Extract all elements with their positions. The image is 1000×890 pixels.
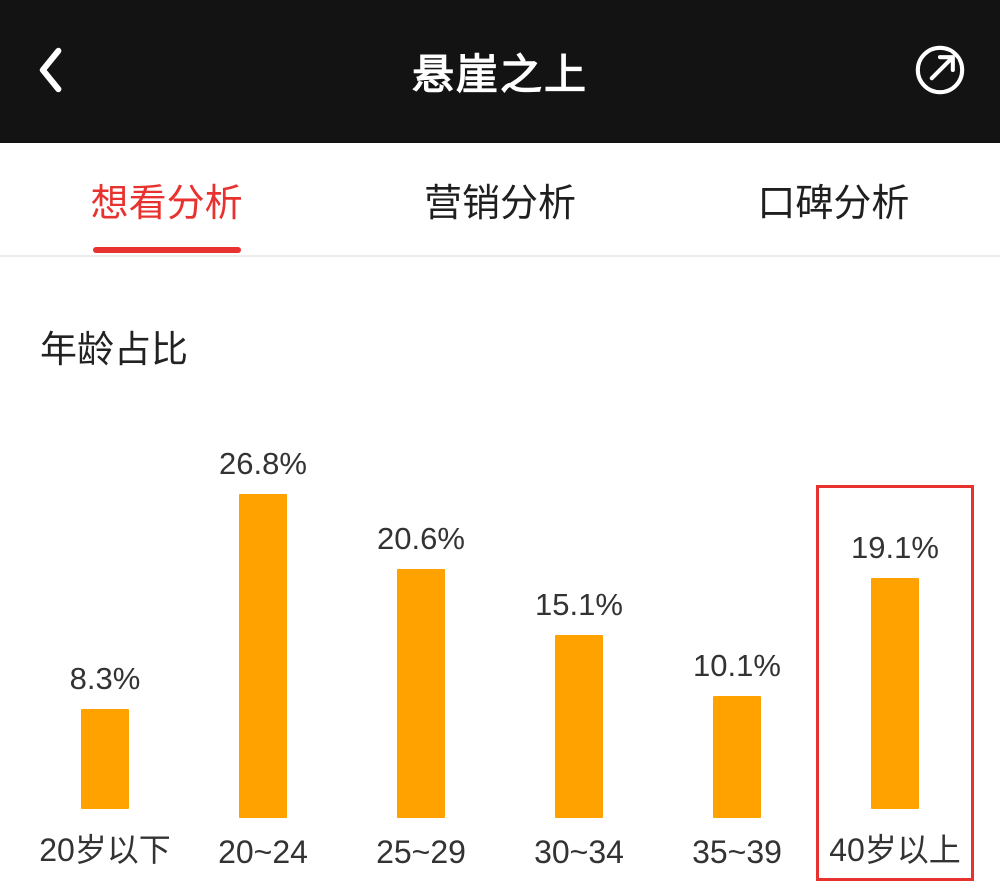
chevron-left-icon: [34, 46, 66, 97]
chart-column: 26.8% 20~24: [184, 439, 342, 871]
app-header: 悬崖之上: [0, 0, 1000, 143]
bar-category-label: 20岁以下: [39, 832, 171, 868]
bar: [81, 709, 129, 809]
tab-reputation-analysis[interactable]: 口碑分析: [757, 182, 910, 225]
chart-column: 15.1% 30~34: [500, 439, 658, 871]
bar-category-label: 20~24: [218, 834, 308, 870]
bar: [871, 578, 919, 809]
bar-value-label: 15.1%: [535, 587, 623, 622]
age-chart: 8.3% 20岁以下 26.8% 20~24 20.6% 25~29 15.1% 30~34 1…: [0, 439, 1000, 881]
tab-wish-analysis[interactable]: 想看分析: [0, 143, 333, 255]
bar-category-label: 35~39: [692, 834, 782, 870]
bar-category-label: 40岁以上: [829, 832, 961, 868]
section-title-age-ratio: 年龄占比: [40, 329, 188, 370]
bar-category-label: 30~34: [534, 834, 624, 870]
bar-value-label: 26.8%: [219, 446, 307, 481]
chart-column: 20.6% 25~29: [342, 439, 500, 871]
bar: [397, 569, 445, 818]
back-button[interactable]: [20, 0, 80, 143]
bar: [555, 635, 603, 818]
bar: [713, 696, 761, 818]
bar-value-label: 20.6%: [377, 521, 465, 556]
bar: [239, 494, 287, 818]
bar-value-label: 8.3%: [69, 661, 141, 696]
bar-category-label: 25~29: [376, 834, 466, 870]
bar-value-label: 10.1%: [693, 648, 781, 683]
share-icon: [912, 42, 968, 101]
bar-value-label: 19.1%: [851, 530, 939, 565]
tab-marketing-analysis[interactable]: 营销分析: [423, 182, 576, 225]
share-button[interactable]: [898, 0, 982, 143]
chart-column: 19.1% 40岁以上: [816, 439, 974, 881]
page-title: 悬崖之上: [411, 51, 588, 98]
chart-column: 8.3% 20岁以下: [26, 439, 184, 871]
chart-column: 10.1% 35~39: [658, 439, 816, 871]
tab-bar: 想看分析 营销分析 口碑分析: [0, 143, 1000, 257]
